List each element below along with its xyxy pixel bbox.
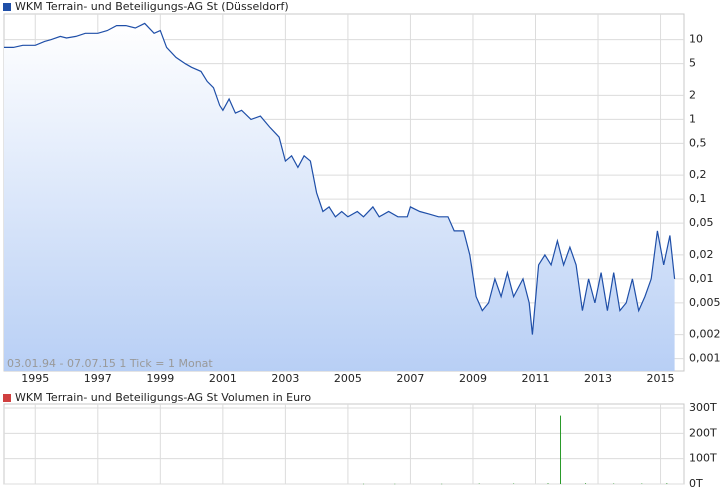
volume-bar	[666, 483, 668, 484]
y-tick-label: 0,05	[689, 216, 714, 229]
y-tick-label: 0,1	[689, 192, 707, 205]
x-tick-label: 1995	[21, 372, 49, 385]
y-tick-label: 10	[689, 33, 703, 46]
volume-bar	[363, 483, 365, 485]
chart-title: WKM Terrain- und Beteiligungs-AG St Volu…	[15, 391, 311, 404]
x-tick-label: 2009	[459, 372, 487, 385]
chart-title: WKM Terrain- und Beteiligungs-AG St (Düs…	[15, 0, 289, 13]
x-tick-label: 1997	[84, 372, 112, 385]
x-tick-label: 2013	[584, 372, 612, 385]
price-line	[4, 22, 676, 335]
y-tick-label: 0,5	[689, 136, 707, 149]
volume-bar	[547, 483, 549, 484]
y-tick-label: 0T	[689, 477, 703, 490]
y-tick-label: 0,005	[689, 296, 721, 309]
annotation: 03.01.94 - 07.07.15 1 Tick = 1 Monat	[7, 357, 213, 370]
x-tick-label: 2005	[334, 372, 362, 385]
volume-bar	[441, 483, 443, 485]
legend-swatch	[3, 3, 11, 11]
y-tick-label: 5	[689, 57, 696, 70]
y-tick-label: 2	[689, 88, 696, 101]
volume-bar	[560, 415, 562, 484]
area-fill	[4, 23, 675, 372]
x-tick-label: 1999	[146, 372, 174, 385]
volume-bar	[478, 483, 480, 484]
volume-bar	[394, 483, 396, 485]
y-tick-label: 0,001	[689, 352, 721, 365]
x-tick-label: 2001	[209, 372, 237, 385]
x-tick-label: 2015	[647, 372, 675, 385]
volume-bar	[585, 483, 587, 484]
y-tick-label: 1	[689, 112, 696, 125]
y-tick-label: 0,2	[689, 168, 707, 181]
volume-bar	[613, 483, 615, 484]
x-tick-label: 2011	[521, 372, 549, 385]
x-tick-label: 2007	[396, 372, 424, 385]
plot-frame	[3, 403, 685, 485]
volume-bar	[513, 483, 515, 484]
y-tick-label: 0,002	[689, 328, 721, 341]
x-tick-label: 2003	[271, 372, 299, 385]
y-tick-label: 300T	[689, 401, 717, 414]
y-tick-label: 100T	[689, 452, 717, 465]
y-tick-label: 0,01	[689, 272, 714, 285]
volume-bar	[641, 483, 643, 484]
y-tick-label: 0,02	[689, 248, 714, 261]
y-tick-label: 200T	[689, 426, 717, 439]
legend-swatch	[3, 394, 11, 402]
